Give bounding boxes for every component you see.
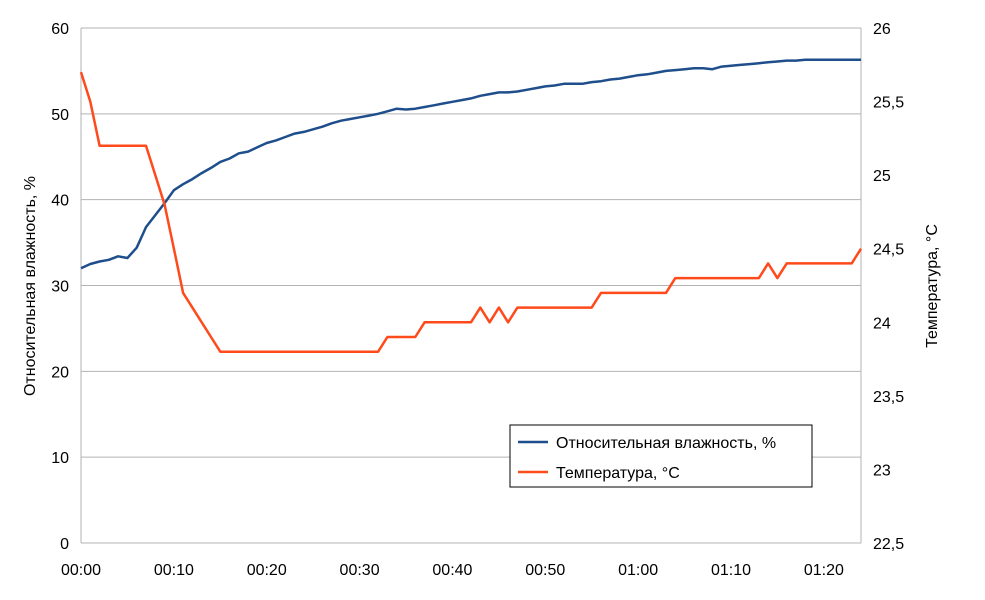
series-line-humidity [80,58,861,270]
x-tick-label: 01:20 [804,562,844,579]
y2-tick-label: 25 [873,168,891,185]
y-tick-label: 0 [60,536,69,553]
gridlines [81,27,861,544]
y2-tick-label: 22,5 [873,536,904,553]
y-axis-label: Относительная влажность, % [22,176,39,396]
legend-label-temperature: Температура, °C [556,465,680,482]
y2-tick-label: 24,5 [873,242,904,259]
x-tick-label: 00:30 [340,562,380,579]
x-tick-label: 01:10 [711,562,751,579]
y2-tick-label: 23 [873,462,891,479]
y2-tick-label: 24 [873,315,891,332]
y-tick-label: 30 [51,279,69,296]
axes [80,28,862,544]
y2-tick-label: 23,5 [873,389,904,406]
y2-tick-label: 26 [873,21,891,38]
y-tick-label: 10 [51,450,69,467]
y2-tick-label: 25,5 [873,95,904,112]
y2-axis-label: Температура, °C [924,224,941,348]
y-tick-label: 20 [51,364,69,381]
tick-labels: 0 10 20 30 40 50 60 22,5 23 23,5 24 24,5 25 25,5 26 00:… [51,21,904,579]
legend-box [509,424,813,488]
legend: Относительная влажность, % Температура, … [509,424,813,488]
y-tick-label: 60 [51,21,69,38]
x-tick-label: 01:00 [618,562,658,579]
legend-label-humidity: Относительная влажность, % [556,435,776,452]
y-tick-label: 40 [51,193,69,210]
x-tick-label: 00:40 [432,562,472,579]
plot-lines [79,58,863,353]
x-tick-label: 00:50 [525,562,565,579]
series-line-temperature [79,71,863,353]
x-tick-label: 00:10 [154,562,194,579]
x-tick-label: 00:20 [247,562,287,579]
y-tick-label: 50 [51,107,69,124]
x-tick-label: 00:00 [61,562,101,579]
